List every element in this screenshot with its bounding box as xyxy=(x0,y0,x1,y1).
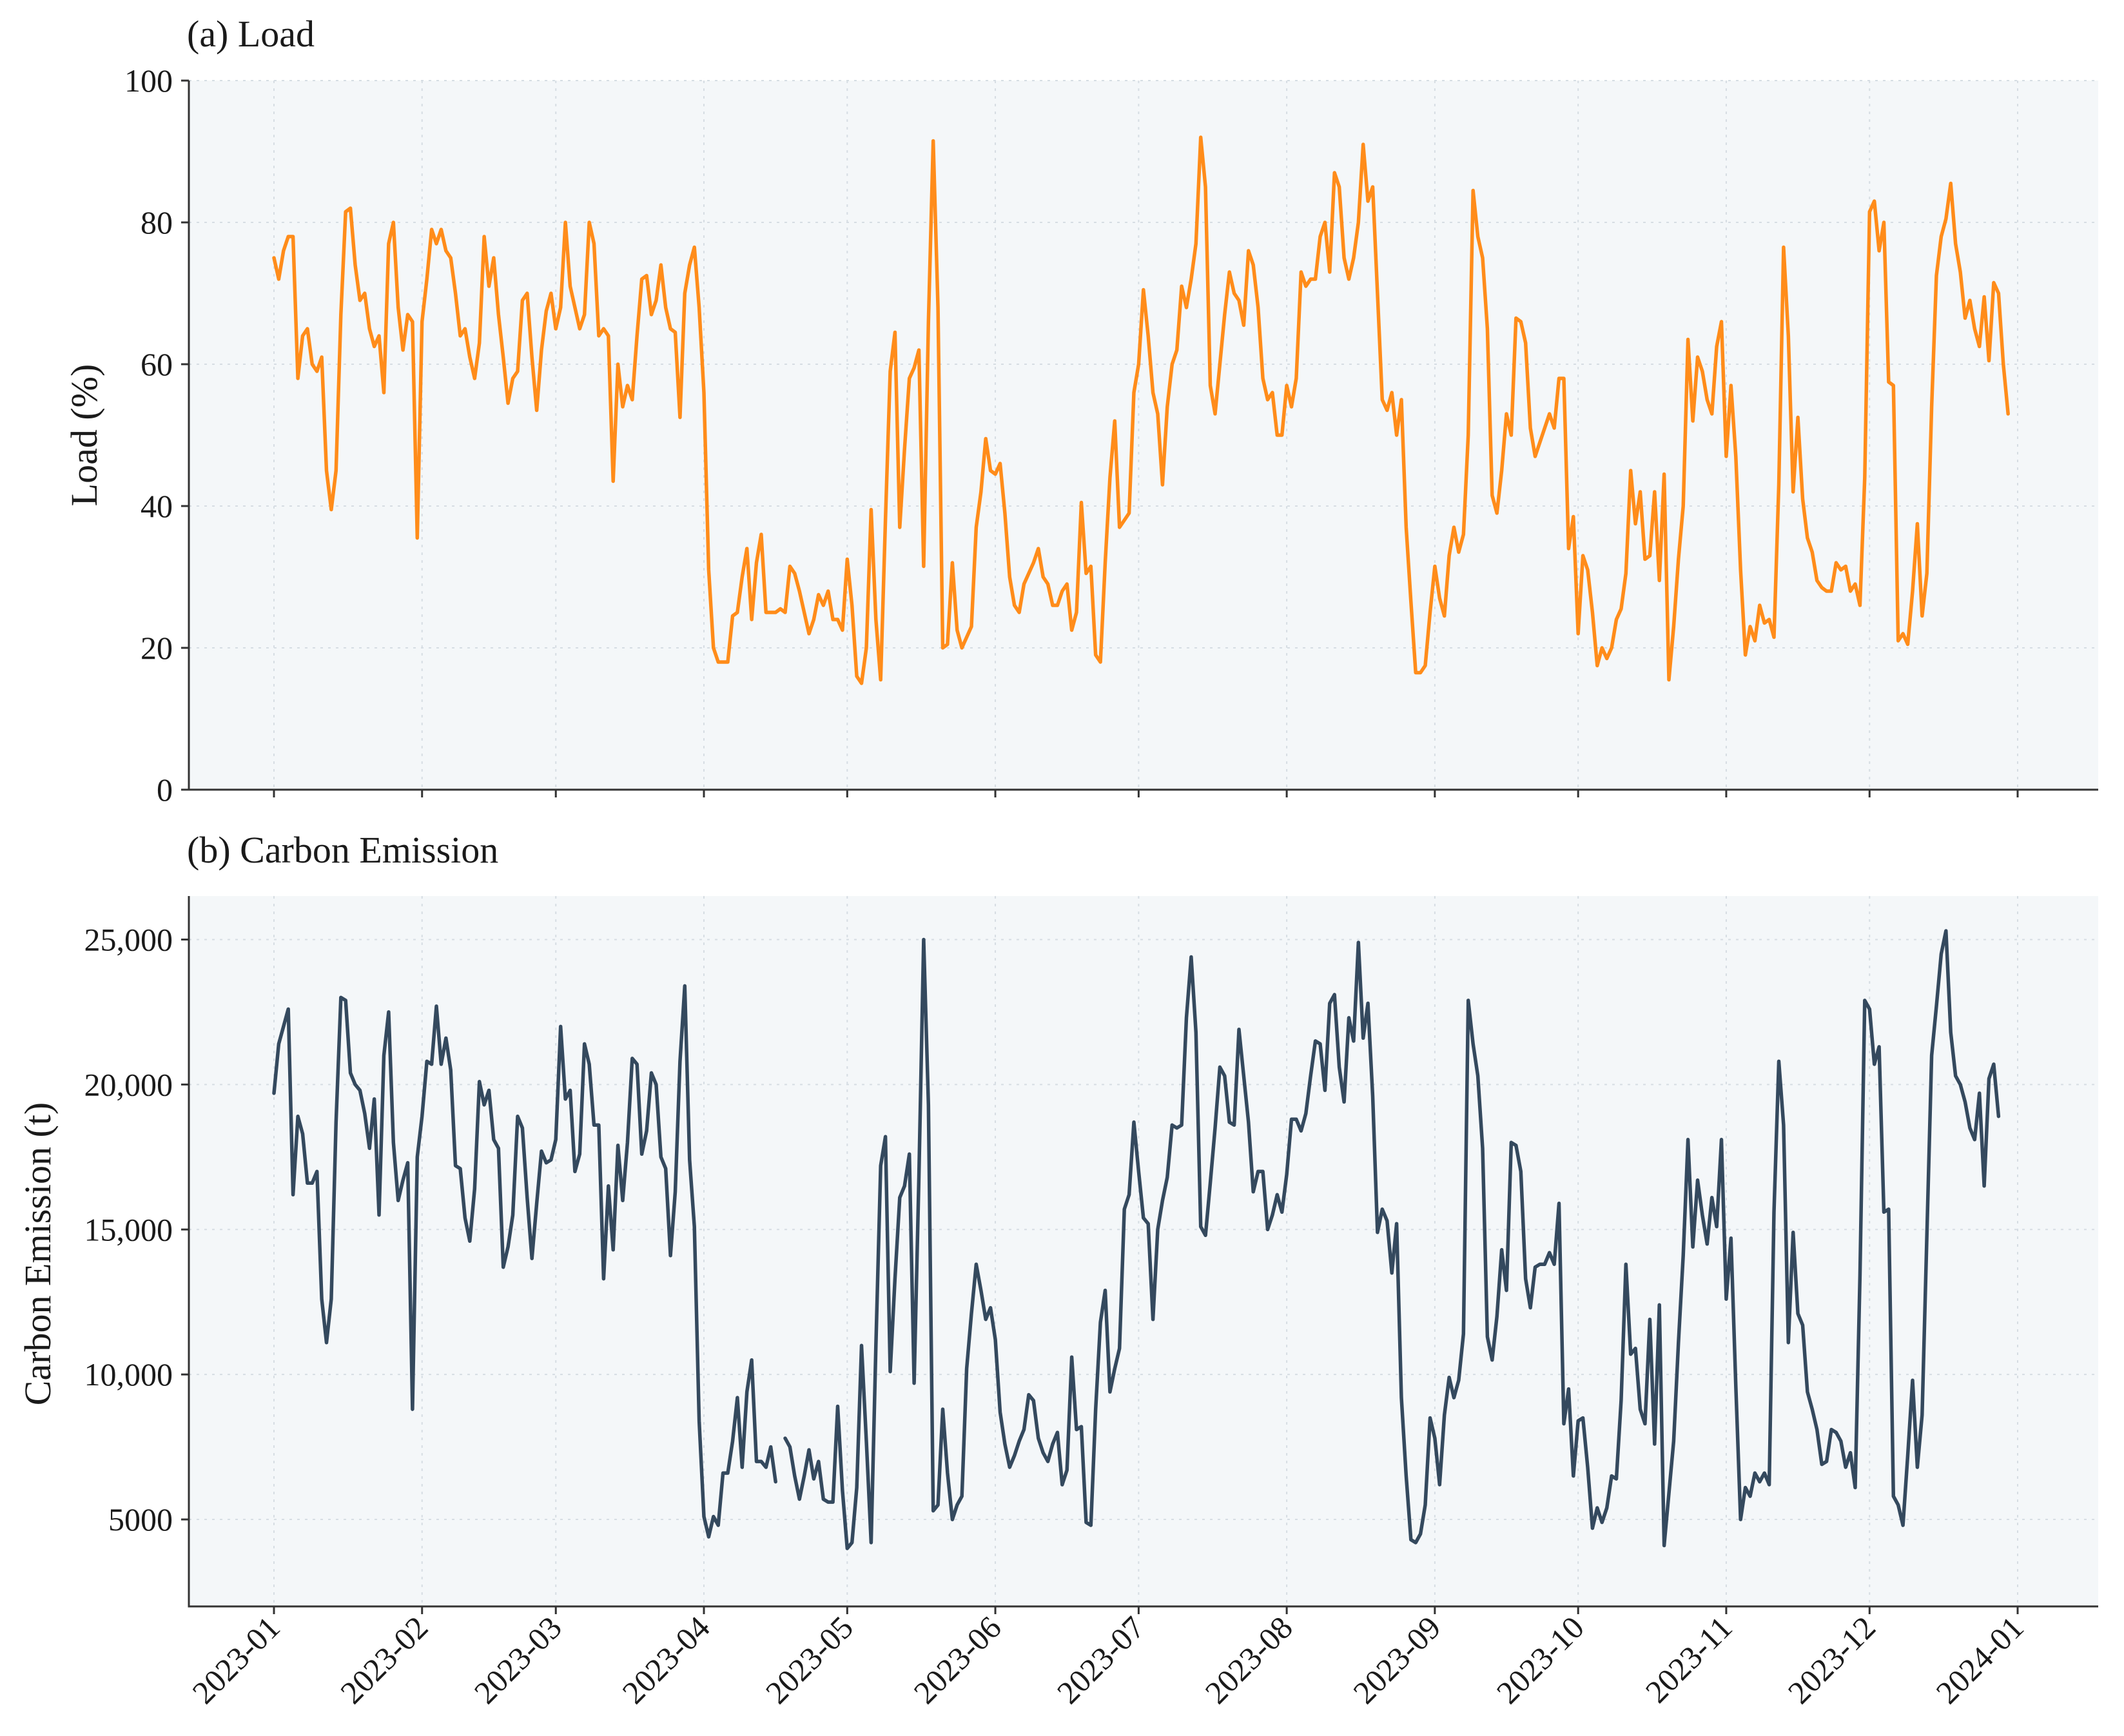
load-ytick-label-0: 0 xyxy=(157,772,173,808)
carbon-emission-y-axis-label: Carbon Emission (t) xyxy=(17,1102,59,1405)
carbon-emission-series xyxy=(272,929,2001,1550)
load-chart-title: (a) Load xyxy=(187,13,315,55)
load-y-axis-ticks: 0 20 40 60 80 100 xyxy=(124,63,189,808)
load-ytick-label-1: 20 xyxy=(141,630,173,666)
carbon-emission-ytick-label-2: 15,000 xyxy=(84,1211,173,1247)
carbon-emission-series-line-segment-1 xyxy=(783,929,2001,1550)
carbon-emission-ytick-label-0: 5000 xyxy=(108,1501,173,1537)
load-ytick-label-2: 40 xyxy=(141,488,173,524)
carbon-emission-axis-spines xyxy=(188,896,2098,1608)
load-ytick-label-3: 60 xyxy=(141,346,173,382)
load-ytick-label-5: 100 xyxy=(124,63,173,99)
carbon-emission-series-line-segment-0 xyxy=(272,984,777,1539)
carbon-emission-ytick-label-4: 25,000 xyxy=(84,921,173,957)
load-axis-spines xyxy=(188,81,2098,791)
carbon-emission-chart-title: (b) Carbon Emission xyxy=(187,829,498,871)
load-y-axis-label: Load (%) xyxy=(63,364,105,507)
carbon-emission-plot-area xyxy=(189,896,2098,1606)
load-plot-area xyxy=(189,81,2098,790)
carbon-emission-ytick-label-1: 10,000 xyxy=(84,1356,173,1392)
load-gridlines xyxy=(189,80,2098,797)
carbon-emission-chart: (b) Carbon Emission 5000 10,000 15,000 20,0… xyxy=(17,829,2098,1614)
load-series-line xyxy=(272,135,2010,685)
load-chart: (a) Load 0 20 40 60 80 100 Load (%) xyxy=(63,13,2098,808)
load-ytick-label-4: 80 xyxy=(141,204,173,240)
carbon-emission-y-axis-ticks: 5000 10,000 15,000 20,000 25,000 xyxy=(84,921,189,1537)
carbon-emission-ytick-label-3: 20,000 xyxy=(84,1066,173,1102)
